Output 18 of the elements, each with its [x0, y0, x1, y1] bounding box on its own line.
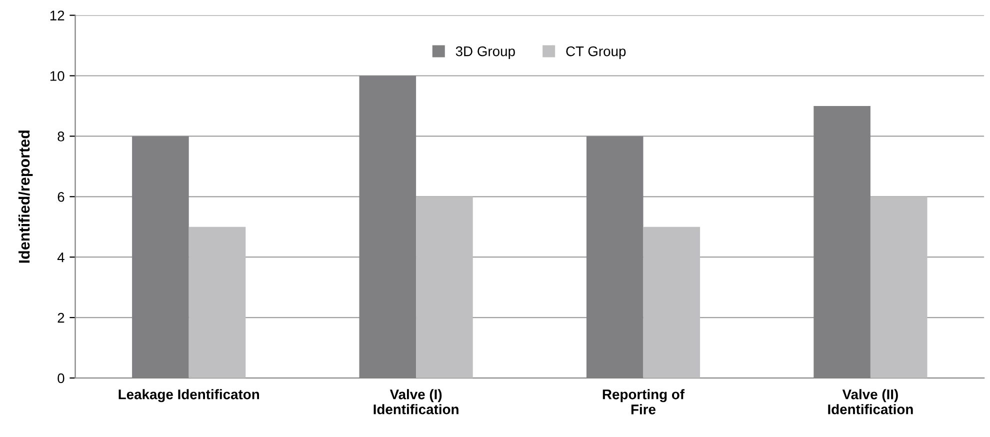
y-tick-label: 6	[58, 192, 64, 202]
y-tick-label: 2	[58, 312, 64, 323]
y-tick-label: 10	[50, 71, 64, 81]
y-tick-label: 0	[58, 373, 64, 384]
y-tick-label: 12	[50, 10, 64, 20]
bar	[416, 196, 473, 378]
y-tick-label: 4	[57, 252, 64, 262]
x-tick-label: Valve (I) Identification	[374, 389, 458, 414]
legend-label: 3D Group	[456, 46, 515, 59]
legend-label: CT Group	[566, 46, 626, 59]
x-tick-label: Leakage Identificaton	[118, 389, 259, 402]
x-tick-label: Valve (II) Identification	[828, 389, 913, 414]
bar	[643, 226, 700, 378]
y-axis-title: Identified/reported	[18, 130, 33, 263]
bar	[870, 196, 928, 378]
y-tick-label: 8	[58, 132, 64, 142]
bar	[188, 226, 246, 378]
x-tick-label: Reporting of Fire	[602, 389, 685, 414]
